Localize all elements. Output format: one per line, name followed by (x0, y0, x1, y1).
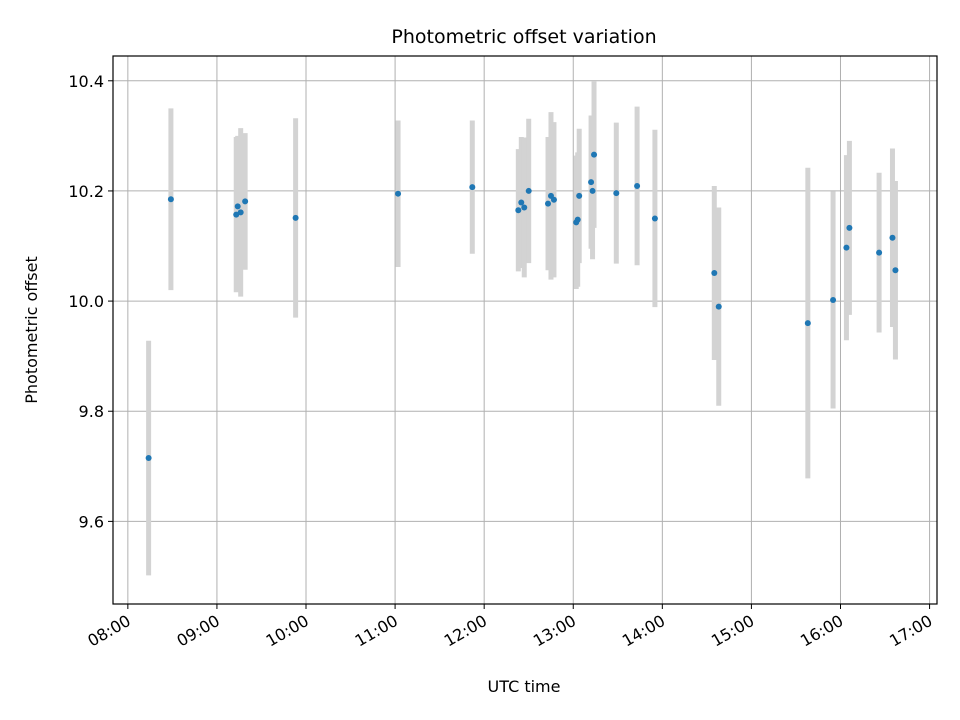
error-bars (146, 81, 898, 576)
chart-title: Photometric offset variation (391, 26, 656, 48)
data-point (234, 203, 241, 210)
data-point (545, 200, 552, 207)
x-tick-label: 08:00 (84, 611, 133, 651)
x-tick-label: 14:00 (619, 611, 668, 651)
x-tick-label: 13:00 (530, 611, 579, 651)
data-point (145, 455, 152, 462)
y-tick-label: 10.4 (68, 72, 104, 91)
data-point (591, 151, 598, 158)
data-point (242, 198, 249, 205)
data-point (830, 296, 837, 303)
x-tick-label: 16:00 (797, 611, 846, 651)
y-tick-label: 10.0 (68, 292, 104, 311)
data-point (518, 199, 525, 206)
data-point (613, 190, 620, 197)
x-tick-label: 11:00 (352, 611, 401, 651)
data-point (233, 211, 240, 218)
x-tick-label: 09:00 (173, 611, 222, 651)
data-point (576, 192, 583, 199)
data-point (588, 179, 595, 186)
data-point (395, 190, 402, 197)
data-point (804, 320, 811, 327)
data-point (846, 224, 853, 231)
data-point (634, 182, 641, 189)
plot-frame (112, 55, 938, 605)
y-tick-label: 9.6 (79, 512, 104, 531)
y-axis-ticks: 9.6 9.8 10.0 10.2 10.4 (68, 72, 113, 531)
x-tick-label: 15:00 (708, 611, 757, 651)
data-point (469, 184, 476, 191)
x-axis-label: UTC time (488, 677, 561, 696)
data-point (715, 303, 722, 310)
x-tick-label: 10:00 (263, 611, 312, 651)
data-point (889, 234, 896, 241)
data-point (550, 196, 557, 203)
data-point (589, 187, 596, 194)
data-point (876, 249, 883, 256)
y-axis-label: Photometric offset (22, 256, 41, 404)
y-tick-label: 9.8 (79, 402, 104, 421)
x-axis-ticks: 08:00 09:00 10:00 11:00 12:00 13:00 14:00 15:00… (84, 604, 936, 651)
data-point (651, 215, 658, 222)
data-point (515, 207, 522, 214)
data-point (167, 196, 174, 203)
data-point (525, 187, 532, 194)
x-tick-label: 17:00 (886, 611, 935, 651)
data-point (843, 244, 850, 251)
x-tick-label: 12:00 (441, 611, 490, 651)
data-point (892, 267, 899, 274)
data-point (521, 204, 528, 211)
data-point (292, 214, 299, 221)
y-tick-label: 10.2 (68, 182, 104, 201)
data-points (145, 151, 899, 462)
data-point (574, 216, 581, 223)
data-point (237, 209, 244, 216)
data-point (711, 269, 718, 276)
